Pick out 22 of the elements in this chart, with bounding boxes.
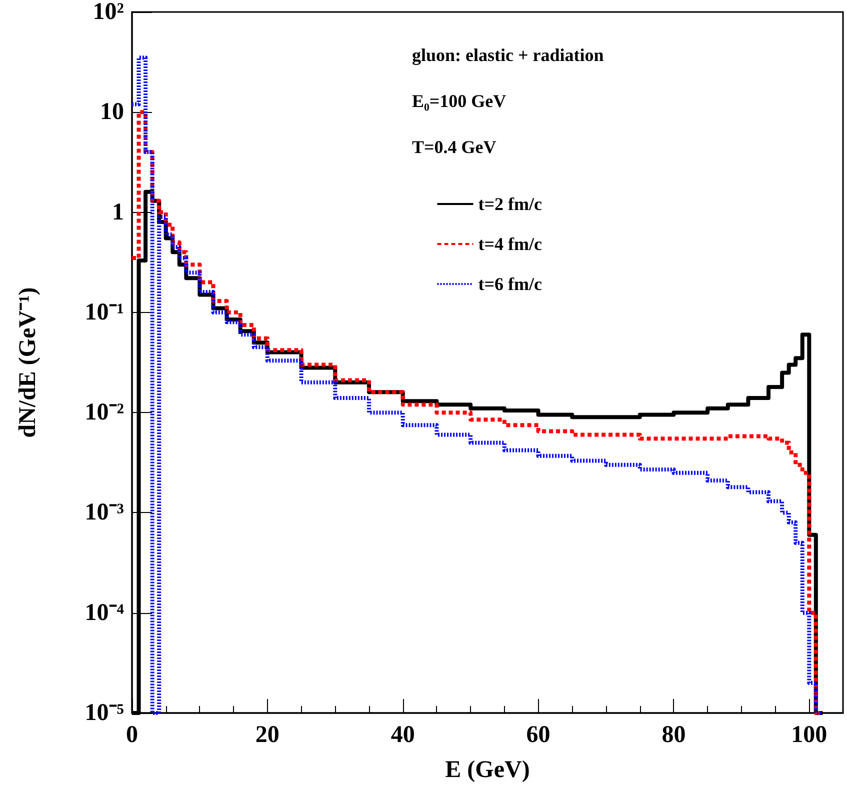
x-axis-title: E (GeV)	[445, 757, 530, 783]
x-tick-label: 60	[526, 722, 550, 748]
annotation: E₀=100 GeV	[412, 91, 506, 111]
x-tick-label: 20	[255, 722, 280, 748]
x-tick-label: 80	[662, 722, 686, 748]
x-tick-label: 40	[390, 722, 415, 748]
y-tick-label: 10⁻¹	[84, 299, 124, 326]
y-axis-title: dN/dE (GeV⁻¹)	[15, 287, 41, 438]
y-tick-label: 1	[112, 199, 124, 226]
y-tick-label: 10⁻²	[84, 400, 124, 426]
legend-label: t=4 fm/c	[478, 234, 542, 254]
y-tick-label: 10⁻⁴	[84, 600, 124, 626]
y-tick-label: 10²	[92, 0, 124, 25]
y-tick-label: 10	[100, 99, 124, 126]
x-tick-label: 0	[126, 722, 138, 748]
legend-label: t=6 fm/c	[478, 274, 542, 294]
annotation: T=0.4 GeV	[412, 137, 496, 157]
x-tick-label: 100	[791, 722, 828, 748]
annotation: gluon: elastic + radiation	[412, 45, 604, 65]
y-tick-label: 10⁻⁵	[84, 700, 124, 726]
legend-label: t=2 fm/c	[478, 194, 542, 214]
y-tick-label: 10⁻³	[84, 500, 124, 526]
